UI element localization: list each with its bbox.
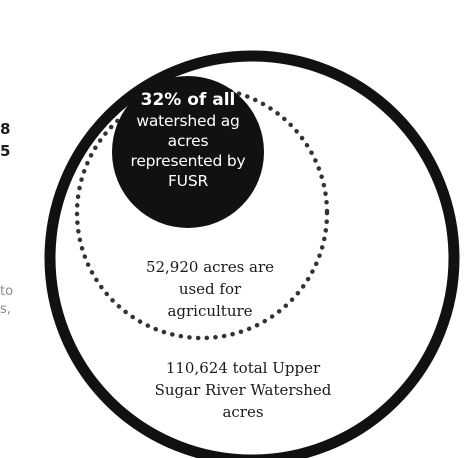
- watershed-line-3: acres: [110, 401, 376, 423]
- partial-gray-line-1: to: [0, 283, 13, 301]
- partial-bold-line-1: 8: [0, 119, 10, 140]
- fusr-badge-text: 32% of all watershed ag acres represente…: [118, 90, 258, 191]
- agriculture-line-1: 52,920 acres are: [100, 256, 320, 278]
- badge-line-4: FUSR: [118, 171, 258, 191]
- agriculture-line-3: agriculture: [100, 300, 320, 322]
- watershed-line-1: 110,624 total Upper: [110, 357, 376, 379]
- agriculture-line-2: used for: [100, 278, 320, 300]
- watershed-line-2: Sugar River Watershed: [110, 379, 376, 401]
- badge-line-1: watershed ag: [118, 111, 258, 131]
- partial-bold-line-2: 5: [0, 141, 10, 162]
- badge-line-3: represented by: [118, 151, 258, 171]
- agriculture-label: 52,920 acres are used for agriculture: [100, 256, 320, 322]
- badge-headline: 32% of all: [118, 90, 258, 111]
- badge-line-2: acres: [118, 131, 258, 151]
- watershed-label: 110,624 total Upper Sugar River Watershe…: [110, 357, 376, 423]
- partial-gray-line-2: s,: [0, 301, 11, 319]
